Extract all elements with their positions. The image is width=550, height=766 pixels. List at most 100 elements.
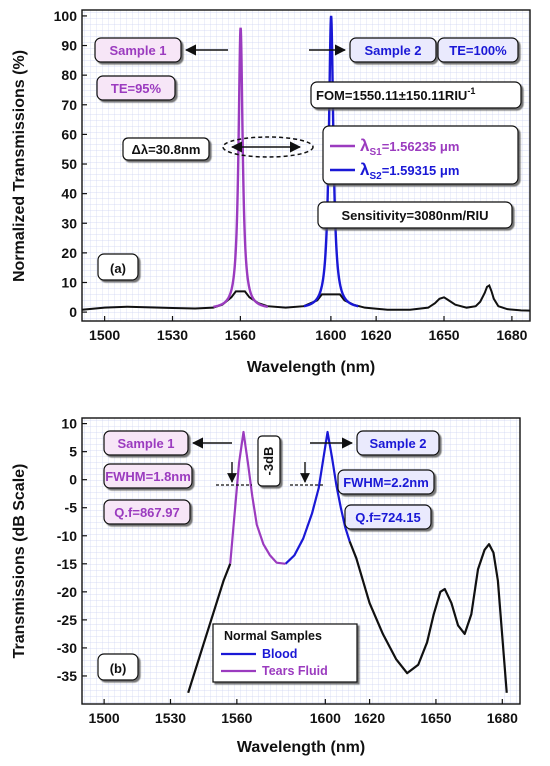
x-tick-label-a-1: 1530 <box>157 327 188 343</box>
x-tick-label-b-3: 1600 <box>310 710 341 726</box>
y-tick-label-a-6: 60 <box>61 126 77 142</box>
delta-ellipse <box>222 136 314 158</box>
y-tick-label-a-5: 50 <box>61 156 77 172</box>
fwhm1-box <box>103 463 193 489</box>
lambda-box <box>322 125 519 185</box>
y-tick-label-b-0: 10 <box>61 416 77 432</box>
y-tick-label-a-0: 0 <box>69 304 77 320</box>
x-tick-label-b-5: 1650 <box>420 710 451 726</box>
sensitivity-label: Sensitivity=3080nm/RIU <box>341 208 488 223</box>
lambda-s2-symbol: λ <box>360 160 370 179</box>
sample1-label-a: Sample 1 <box>109 43 166 58</box>
delta-box <box>122 137 210 161</box>
delta-label: Δλ=30.8nm <box>132 142 201 157</box>
db3-box <box>257 435 281 487</box>
fom-sup: -1 <box>467 86 475 96</box>
series-sample1-a <box>213 27 268 308</box>
y-tick-label-a-8: 80 <box>61 67 77 83</box>
qf2-label: Q.f=724.15 <box>355 510 420 525</box>
x-axis-label-a: Wavelength (nm) <box>247 359 375 376</box>
panel-label-box-b <box>97 653 139 681</box>
chart-a: 1500 1530 1560 1600 1620 1650 1680 0 10 20 30 40 50 6… <box>11 8 531 376</box>
lambda-s1-label: λS1=1.56235 μm <box>360 136 459 158</box>
frame-a <box>81 9 531 322</box>
y-tick-label-a-1: 10 <box>61 274 77 290</box>
lambda-s2-label: λS2=1.59315 μm <box>360 160 459 182</box>
panel-label-box-a <box>97 253 139 281</box>
y-tick-label-b-1: 5 <box>69 444 77 460</box>
x-axis-label-b: Wavelength (nm) <box>237 739 365 756</box>
te1-label: TE=95% <box>111 81 162 96</box>
y-tick-label-a-7: 70 <box>61 97 77 113</box>
y-tick-label-a-4: 40 <box>61 186 77 202</box>
sample2-label-a: Sample 2 <box>364 43 421 58</box>
series-tail-left-b <box>187 563 232 694</box>
y-tick-label-b-2: 0 <box>69 472 77 488</box>
y-tick-label-b-9: -35 <box>57 668 77 684</box>
y-axis-label-b: Transmissions (dB Scale) <box>11 464 28 659</box>
series-sample2-a <box>303 15 359 308</box>
sample2-label-b: Sample 2 <box>369 436 426 451</box>
x-tick-label-a-3: 1600 <box>315 327 346 343</box>
te2-label: TE=100% <box>449 43 507 58</box>
sensitivity-box <box>317 201 513 229</box>
lambda-s1-value: =1.56235 μm <box>382 139 460 154</box>
sample1-box-a <box>94 37 182 63</box>
legend-label-tears: Tears Fluid <box>262 664 328 678</box>
legend-title: Normal Samples <box>224 629 322 643</box>
qf1-label: Q.f=867.97 <box>114 505 179 520</box>
lambda-s2-value: =1.59315 μm <box>382 163 460 178</box>
y-tick-label-b-5: -15 <box>57 556 77 572</box>
x-tick-label-a-2: 1560 <box>225 327 256 343</box>
fom-main: FOM=1550.11±150.11RIU <box>316 88 467 103</box>
fwhm2-box <box>337 469 435 495</box>
sample2-box-b <box>356 430 440 456</box>
frame-b <box>81 417 521 705</box>
te2-box <box>437 37 519 63</box>
y-tick-label-b-3: -5 <box>65 500 78 516</box>
curves-a <box>81 15 531 312</box>
x-tick-label-a-0: 1500 <box>89 327 120 343</box>
panel-label-a: (a) <box>110 261 126 276</box>
series-blood-b <box>284 430 351 565</box>
ticks-b: 1500 1530 1560 1600 1620 1650 1680 10 5 0 -5 -10 -15… <box>57 416 518 726</box>
lambda-s1-symbol: λ <box>360 136 370 155</box>
x-tick-label-a-5: 1650 <box>428 327 459 343</box>
x-tick-label-b-1: 1530 <box>155 710 186 726</box>
db3-label: -3dB <box>261 447 276 476</box>
legend-b: Normal Samples Blood Tears Fluid <box>212 623 358 683</box>
y-axis-label-a: Normalized Transmissions (%) <box>11 50 28 282</box>
y-tick-label-a-9: 90 <box>61 38 77 54</box>
sample2-box-a <box>349 37 437 63</box>
y-tick-label-b-8: -30 <box>57 640 77 656</box>
y-tick-label-a-2: 20 <box>61 245 77 261</box>
x-tick-label-b-2: 1560 <box>221 710 252 726</box>
fwhm2-label: FWHM=2.2nm <box>343 475 429 490</box>
lambda-s2-sub: S2 <box>369 171 382 182</box>
fwhm1-label: FWHM=1.8nm <box>105 469 191 484</box>
sample1-box-b <box>103 430 189 456</box>
fom-box <box>310 81 522 109</box>
fom-label: FOM=1550.11±150.11RIU-1 <box>316 86 475 103</box>
ticks-a: 1500 1530 1560 1600 1620 1650 1680 0 10 20 30 40 50 6… <box>54 8 528 343</box>
qf2-box <box>344 504 432 530</box>
lambda-s1-sub: S1 <box>369 147 382 158</box>
x-tick-label-b-4: 1620 <box>354 710 385 726</box>
series-tears-b <box>229 430 286 565</box>
y-tick-label-a-3: 30 <box>61 215 77 231</box>
series-tail-right-b <box>348 540 508 693</box>
y-tick-label-b-4: -10 <box>57 528 77 544</box>
x-tick-label-a-6: 1680 <box>496 327 527 343</box>
te1-box <box>96 75 176 101</box>
x-tick-label-a-4: 1620 <box>361 327 392 343</box>
y-tick-label-b-7: -25 <box>57 612 77 628</box>
chart-b: 1500 1530 1560 1600 1620 1650 1680 10 5 0 -5 -10 -15… <box>11 416 521 756</box>
x-tick-label-b-0: 1500 <box>89 710 120 726</box>
sample1-label-b: Sample 1 <box>117 436 174 451</box>
qf1-box <box>103 499 191 525</box>
y-tick-label-b-6: -20 <box>57 584 77 600</box>
legend-label-blood: Blood <box>262 647 297 661</box>
y-tick-label-a-10: 100 <box>54 8 78 24</box>
x-tick-label-b-6: 1680 <box>487 710 518 726</box>
